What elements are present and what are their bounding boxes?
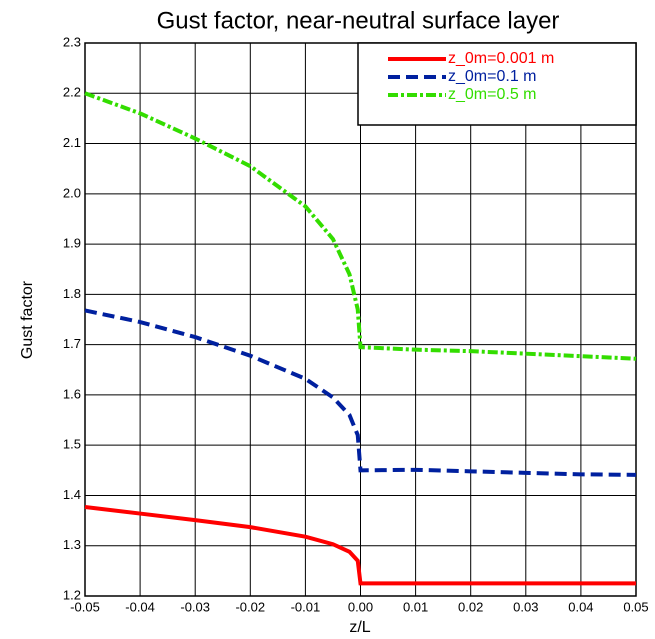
x-tick-label: -0.03 [180,599,210,614]
y-tick-label: 1.9 [63,236,81,251]
series-line [84,308,637,477]
legend-label: z_0m=0.1 m [448,68,536,85]
y-tick-label: 2.0 [63,185,81,200]
y-tick-label: 1.8 [63,286,81,301]
x-tick-label: -0.01 [291,599,321,614]
x-tick-label: 0.05 [623,599,648,614]
chart-title: Gust factor, near-neutral surface layer [157,7,560,34]
x-tick-label: -0.02 [235,599,265,614]
x-tick-label: -0.04 [125,599,155,614]
legend-box [357,42,637,126]
x-tick-label: 0.02 [458,599,483,614]
x-tick-label: 0.01 [403,599,428,614]
y-tick-label: 2.2 [63,85,81,100]
legend-label: z_0m=0.001 m [448,50,554,67]
y-tick-label: 1.7 [63,336,81,351]
y-tick-label: 1.6 [63,386,81,401]
x-axis-label: z/L [349,619,370,636]
y-tick-label: 1.3 [63,537,81,552]
y-tick-label: 2.1 [63,135,81,150]
x-tick-label: 0.03 [513,599,538,614]
series-line [84,505,636,586]
x-tick-label: -0.05 [70,599,100,614]
x-tick-label: 0.00 [348,599,373,614]
y-tick-label: 1.2 [63,587,81,602]
legend: z_0m=0.001 mz_0m=0.1 mz_0m=0.5 m [357,42,637,126]
y-tick-label: 1.4 [63,487,81,502]
legend-label: z_0m=0.5 m [448,86,536,103]
y-tick-label: 1.5 [63,437,81,452]
x-tick-label: 0.04 [568,599,593,614]
y-axis-label: Gust factor [19,280,36,359]
series-line [84,91,637,361]
y-tick-label: 2.3 [63,34,81,49]
